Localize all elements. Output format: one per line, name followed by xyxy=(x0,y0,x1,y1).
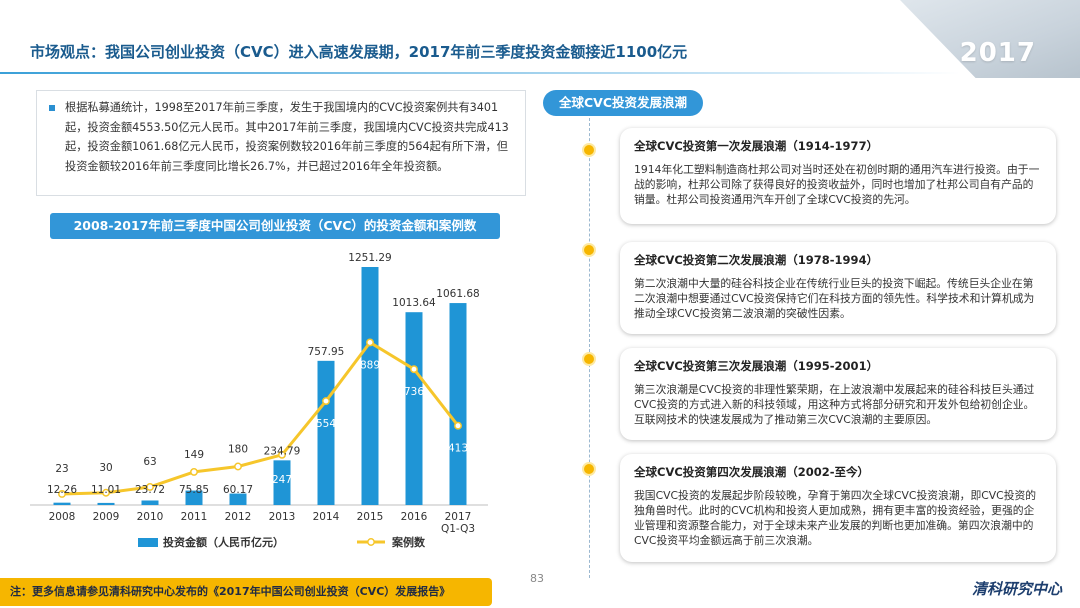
wave-card-3: 全球CVC投资第三次发展浪潮（1995-2001） 第三次浪潮是CVC投资的非理… xyxy=(620,348,1056,440)
wave-title: 全球CVC投资第三次发展浪潮（1995-2001） xyxy=(634,359,879,373)
line-point xyxy=(278,450,286,459)
bar xyxy=(229,493,247,505)
wave-card-2: 全球CVC投资第二次发展浪潮（1978-1994） 第二次浪潮中大量的硅谷科技企… xyxy=(620,242,1056,334)
cvc-chart: 12.26 11.01 23.72 75.85 60.17 234.79 757.95 125… xyxy=(30,252,488,549)
bar-value-label: 1013.64 xyxy=(392,297,436,309)
case-count-line xyxy=(61,340,460,496)
bar xyxy=(361,267,379,505)
timeline-dot xyxy=(582,243,596,257)
timeline-dot xyxy=(582,352,596,366)
x-tick-label: 2016 xyxy=(401,511,428,523)
line-value-label: 413 xyxy=(448,443,468,455)
line-point xyxy=(102,488,110,497)
line-point xyxy=(58,490,66,498)
wave-title: 全球CVC投资第四次发展浪潮（2002-至今） xyxy=(634,465,870,479)
wave-card-1: 全球CVC投资第一次发展浪潮（1914-1977） 1914年化工塑料制造商杜邦… xyxy=(620,128,1056,224)
timeline-line xyxy=(589,118,591,578)
x-tick-label: 2009 xyxy=(93,511,120,523)
bar-value-label: 11.01 xyxy=(91,484,121,496)
footer-note: 注：更多信息请参见清科研究中心发布的《2017年中国公司创业投资（CVC）发展报… xyxy=(0,578,492,606)
legend-swatch-point xyxy=(367,538,375,546)
wave-body: 我国CVC投资的发展起步阶段较晚，孕育于第四次全球CVC投资浪潮，即CVC投资的… xyxy=(634,489,1037,547)
line-value-label: 63 xyxy=(143,456,156,468)
x-tick-label: 2010 xyxy=(137,511,164,523)
year-badge: 2017 xyxy=(959,38,1036,68)
org-logo: 清科研究中心 xyxy=(971,580,1062,598)
header-divider xyxy=(0,72,960,74)
line-value-label: 180 xyxy=(228,444,248,456)
line-point xyxy=(146,483,154,491)
line-value-label: 736 xyxy=(404,386,424,398)
x-tick-label: 2011 xyxy=(181,511,208,523)
legend-label-bar: 投资金额（人民币亿元） xyxy=(163,535,284,549)
bar xyxy=(97,502,115,505)
line-point xyxy=(366,338,374,347)
bar xyxy=(53,502,71,505)
line-point xyxy=(410,365,418,374)
x-tick-label: 2012 xyxy=(225,511,252,523)
x-tick-label: 2013 xyxy=(269,511,296,523)
waves-title: 全球CVC投资发展浪潮 xyxy=(543,90,703,116)
line-value-label: 149 xyxy=(184,449,204,461)
bar xyxy=(273,460,291,505)
line-point xyxy=(190,467,198,476)
bar-value-label: 60.17 xyxy=(223,484,253,496)
bar-value-label: 1061.68 xyxy=(436,288,479,300)
bar-value-label: 12.26 xyxy=(47,484,77,496)
line-value-label: 247 xyxy=(272,474,292,486)
bar xyxy=(185,490,203,505)
timeline-dot xyxy=(582,462,596,476)
line-point xyxy=(234,462,242,471)
wave-body: 第三次浪潮是CVC投资的非理性繁荣期，在上波浪潮中发展起来的硅谷科技巨头通过CV… xyxy=(634,383,1035,426)
x-tick-label: Q1-Q3 xyxy=(441,523,475,535)
wave-body: 第二次浪潮中大量的硅谷科技企业在传统行业巨头的投资下崛起。传统巨头企业在第二次浪… xyxy=(634,277,1035,320)
x-tick-label: 2014 xyxy=(313,511,340,523)
bar-value-label: 1251.29 xyxy=(348,252,391,264)
line-value-label: 23 xyxy=(55,463,68,475)
intro-text: 根据私募通统计，1998至2017年前三季度，发生于我国境内的CVC投资案例共有… xyxy=(65,101,509,173)
timeline-dot xyxy=(582,143,596,157)
bar xyxy=(405,312,423,505)
x-tick-label: 2008 xyxy=(49,511,76,523)
wave-body: 1914年化工塑料制造商杜邦公司对当时还处在初创时期的通用汽车进行投资。由于一战… xyxy=(634,163,1040,206)
legend-label-line: 案例数 xyxy=(391,535,426,549)
page-number: 83 xyxy=(530,572,544,585)
line-value-label: 30 xyxy=(99,462,112,474)
legend-swatch-bar xyxy=(138,538,158,547)
bar xyxy=(141,500,159,505)
bar-value-label: 75.85 xyxy=(179,484,209,496)
line-value-label: 889 xyxy=(360,359,380,371)
wave-card-4: 全球CVC投资第四次发展浪潮（2002-至今） 我国CVC投资的发展起步阶段较晚… xyxy=(620,454,1056,562)
line-point xyxy=(454,421,462,430)
bar-value-label: 234.79 xyxy=(264,445,301,457)
wave-title: 全球CVC投资第二次发展浪潮（1978-1994） xyxy=(634,253,879,267)
line-point xyxy=(322,397,330,406)
page-title: 市场观点：我国公司创业投资（CVC）进入高速发展期，2017年前三季度投资金额接… xyxy=(30,43,688,61)
wave-title: 全球CVC投资第一次发展浪潮（1914-1977） xyxy=(634,139,879,153)
x-tick-label: 2015 xyxy=(357,511,384,523)
bullet-icon xyxy=(49,105,55,111)
bar-value-label: 757.95 xyxy=(308,346,345,358)
bar xyxy=(449,303,467,505)
x-tick-label: 2017 xyxy=(445,511,472,523)
chart-title: 2008-2017年前三季度中国公司创业投资（CVC）的投资金额和案例数 xyxy=(50,213,500,239)
bar-value-label: 23.72 xyxy=(135,484,165,496)
bar xyxy=(317,360,335,505)
line-value-label: 554 xyxy=(316,418,336,430)
intro-panel: 根据私募通统计，1998至2017年前三季度，发生于我国境内的CVC投资案例共有… xyxy=(36,90,526,196)
